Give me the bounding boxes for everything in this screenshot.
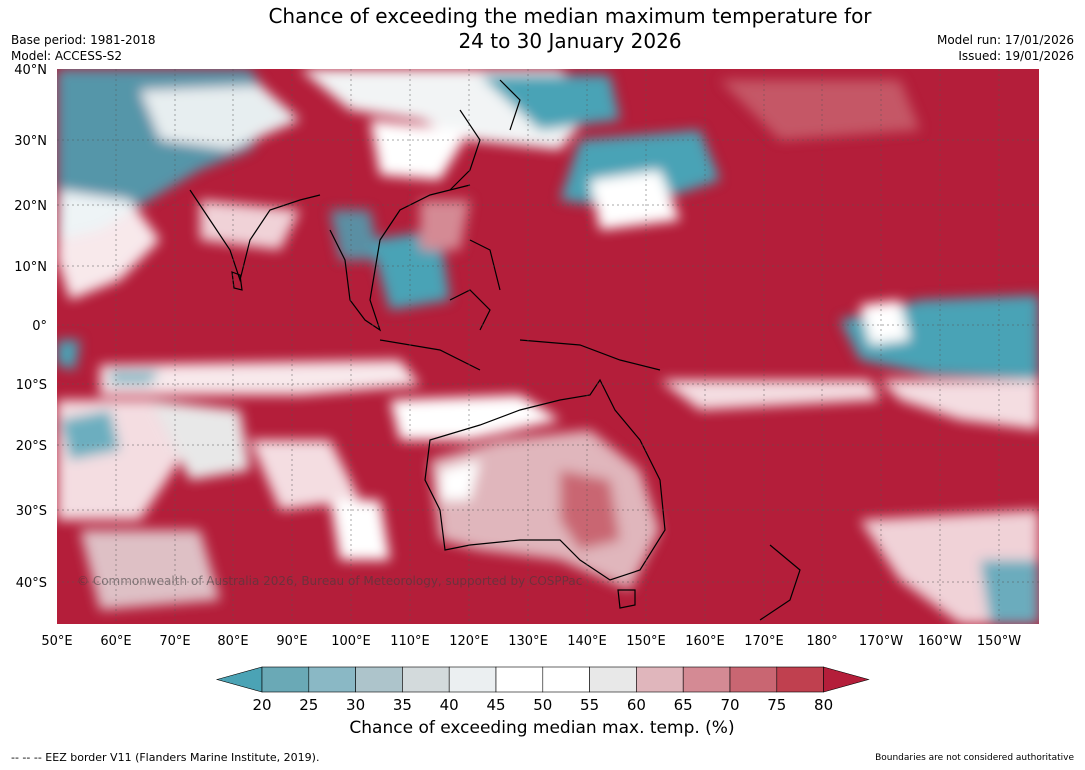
colorbar-tick-label: 50 bbox=[533, 696, 552, 714]
colorbar-swatch bbox=[589, 666, 637, 693]
title-line-1: Chance of exceeding the median maximum t… bbox=[268, 4, 872, 28]
lon-label: 110°E bbox=[390, 634, 430, 649]
lon-label: 150°W bbox=[977, 634, 1021, 649]
colorbar-tick-label: 70 bbox=[720, 696, 739, 714]
lat-label: 10°S bbox=[16, 378, 47, 393]
colorbar-tick-label: 80 bbox=[814, 696, 833, 714]
lat-label: 20°S bbox=[16, 439, 47, 454]
lon-label: 130°E bbox=[508, 634, 548, 649]
lat-label: 30°N bbox=[14, 134, 47, 149]
lon-label: 70°E bbox=[159, 634, 190, 649]
anomaly-patches bbox=[57, 69, 1039, 624]
lon-label: 90°E bbox=[276, 634, 307, 649]
longitude-labels: 50°E 60°E 70°E 80°E 90°E 100°E 110°E 120… bbox=[41, 634, 1021, 649]
lon-label: 60°E bbox=[100, 634, 131, 649]
colorbar-tick-label: 30 bbox=[346, 696, 365, 714]
colorbar-title: Chance of exceeding median max. temp. (%… bbox=[349, 718, 735, 738]
coastlines bbox=[189, 79, 801, 621]
colorbar-swatch bbox=[729, 666, 778, 693]
colorbar-swatch bbox=[308, 666, 356, 693]
lon-label: 80°E bbox=[217, 634, 248, 649]
latitude-labels: 40°N 30°N 20°N 10°N 0° 10°S 20°S 30°S 40… bbox=[14, 63, 47, 591]
lon-label: 50°E bbox=[41, 634, 72, 649]
meta-right: Model run: 17/01/2026 Issued: 19/01/2026 bbox=[937, 32, 1074, 64]
colorbar-swatch bbox=[495, 666, 544, 693]
colorbar-tick-label: 20 bbox=[252, 696, 271, 714]
copyright-watermark: © Commonwealth of Australia 2026, Bureau… bbox=[77, 574, 583, 588]
graticule bbox=[57, 69, 1039, 624]
colorbar-swatch bbox=[542, 666, 590, 693]
colorbar-swatch bbox=[261, 666, 310, 693]
lat-label: 0° bbox=[32, 319, 47, 334]
forecast-map: 40°N 30°N 20°N 10°N 0° 10°S 20°S 30°S 40… bbox=[14, 63, 1039, 649]
colorbar-swatch bbox=[682, 666, 731, 693]
lat-label: 40°S bbox=[16, 576, 47, 591]
model-name: Model: ACCESS-S2 bbox=[11, 49, 123, 63]
colorbar-tick-label: 60 bbox=[627, 696, 646, 714]
lon-label: 120°E bbox=[449, 634, 489, 649]
lon-label: 100°E bbox=[331, 634, 371, 649]
colorbar-swatches bbox=[215, 666, 870, 693]
lat-label: 20°N bbox=[14, 199, 47, 214]
meta-left: Base period: 1981-2018 Model: ACCESS-S2 bbox=[11, 32, 156, 64]
lon-label: 160°W bbox=[918, 634, 962, 649]
colorbar-arrow-high bbox=[823, 666, 870, 693]
eez-note: -- -- -- EEZ border V11 (Flanders Marine… bbox=[11, 751, 320, 764]
colorbar-swatch bbox=[636, 666, 684, 693]
colorbar-tick-label: 55 bbox=[580, 696, 599, 714]
boundary-note: Boundaries are not considered authoritat… bbox=[875, 753, 1074, 763]
lat-label: 10°N bbox=[14, 260, 47, 275]
page-title: Chance of exceeding the median maximum t… bbox=[0, 4, 1085, 54]
colorbar-tick-label: 75 bbox=[767, 696, 786, 714]
colorbar-tick-label: 35 bbox=[393, 696, 412, 714]
model-run: Model run: 17/01/2026 bbox=[936, 33, 1074, 47]
issued-date: Issued: 19/01/2026 bbox=[958, 49, 1074, 63]
colorbar-arrow-low bbox=[215, 666, 263, 693]
colorbar-tick-label: 25 bbox=[299, 696, 318, 714]
base-period: Base period: 1981-2018 bbox=[11, 33, 156, 47]
lon-label: 140°E bbox=[567, 634, 607, 649]
lon-label: 160°E bbox=[685, 634, 725, 649]
colorbar-swatch bbox=[402, 666, 450, 693]
map-field bbox=[57, 69, 1039, 624]
lon-label: 170°W bbox=[859, 634, 903, 649]
lat-label: 40°N bbox=[14, 63, 47, 78]
colorbar-swatch bbox=[776, 666, 824, 693]
colorbar-tick-label: 65 bbox=[674, 696, 693, 714]
lon-label: 180° bbox=[806, 634, 837, 649]
colorbar-tick-label: 45 bbox=[486, 696, 505, 714]
lat-label: 30°S bbox=[16, 504, 47, 519]
colorbar-swatch bbox=[355, 666, 403, 693]
colorbar-ticks: 20 25 30 35 40 45 50 55 60 65 70 75 80 bbox=[252, 696, 833, 714]
lon-label: 150°E bbox=[626, 634, 666, 649]
colorbar-swatch bbox=[448, 666, 497, 693]
lon-label: 170°E bbox=[744, 634, 784, 649]
colorbar-tick-label: 40 bbox=[440, 696, 459, 714]
title-line-2: 24 to 30 January 2026 bbox=[458, 29, 682, 53]
